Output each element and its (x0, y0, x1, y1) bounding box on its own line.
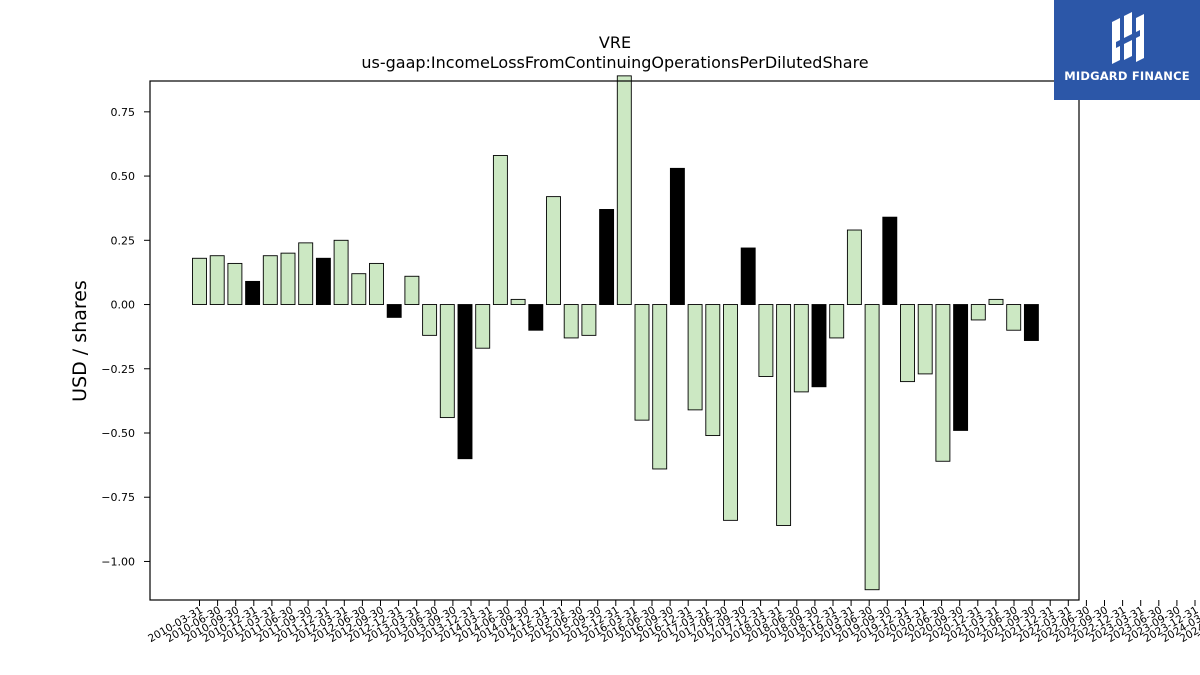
bar (422, 304, 438, 336)
bar (262, 255, 278, 305)
bar (669, 167, 685, 305)
bar (776, 304, 792, 526)
y-tick-label: 0.75 (111, 106, 136, 119)
y-tick-label: −0.25 (101, 363, 135, 376)
bar (492, 155, 508, 305)
bar (1006, 304, 1022, 331)
bar (546, 196, 561, 305)
bar (351, 273, 367, 305)
bar (970, 304, 986, 321)
x-axis-ticks: 2010-03-312010-06-302010-09-302010-12-31… (146, 600, 1200, 645)
bar (900, 304, 915, 383)
bar (245, 280, 261, 305)
chart-subtitle: us-gaap:IncomeLossFromContinuingOperatio… (361, 53, 868, 72)
bar (634, 304, 650, 421)
bar (192, 257, 207, 305)
bar (475, 304, 491, 349)
bar (953, 304, 969, 431)
bar (1023, 304, 1039, 341)
bar (864, 304, 880, 591)
bar (581, 304, 597, 336)
bar (793, 304, 809, 393)
y-axis-ticks: −1.00 −0.75 −0.50 −0.25 0.00 0.25 0.50 0.75 (101, 106, 150, 568)
bar (811, 304, 827, 388)
bar (280, 252, 296, 305)
bar (386, 304, 402, 318)
bar (687, 304, 703, 411)
bar (528, 304, 544, 331)
bar (846, 229, 862, 305)
bar (227, 262, 243, 305)
bar (705, 304, 721, 437)
bar (369, 262, 384, 305)
bar (917, 304, 933, 375)
logo-icon (1112, 12, 1144, 64)
y-tick-label: −1.00 (101, 555, 135, 568)
y-tick-label: 0.00 (111, 299, 136, 312)
bar (510, 298, 526, 305)
bar (829, 304, 845, 339)
bar (333, 239, 349, 305)
bar (758, 304, 774, 377)
y-tick-label: −0.50 (101, 427, 135, 440)
bar (599, 209, 615, 305)
bars (192, 75, 1039, 591)
brand-logo: MIDGARD FINANCE (1054, 0, 1200, 100)
chart-title: VRE (599, 33, 631, 52)
y-tick-label: 0.50 (111, 170, 136, 183)
bar (988, 298, 1004, 305)
bar (457, 304, 473, 460)
bar (209, 255, 225, 305)
bar (882, 216, 898, 305)
bar (404, 275, 420, 305)
bar (298, 242, 314, 305)
bar (315, 257, 331, 305)
bar (439, 304, 455, 419)
bar (652, 304, 668, 470)
y-tick-label: −0.75 (101, 491, 135, 504)
y-axis-label: USD / shares (69, 280, 91, 402)
bar (616, 75, 632, 305)
logo-text: MIDGARD FINANCE (1064, 69, 1190, 83)
bar (723, 304, 738, 521)
bar (740, 247, 756, 305)
bar (935, 304, 951, 462)
y-tick-label: 0.25 (111, 234, 136, 247)
bar (563, 304, 579, 339)
plot-frame (149, 80, 1080, 601)
